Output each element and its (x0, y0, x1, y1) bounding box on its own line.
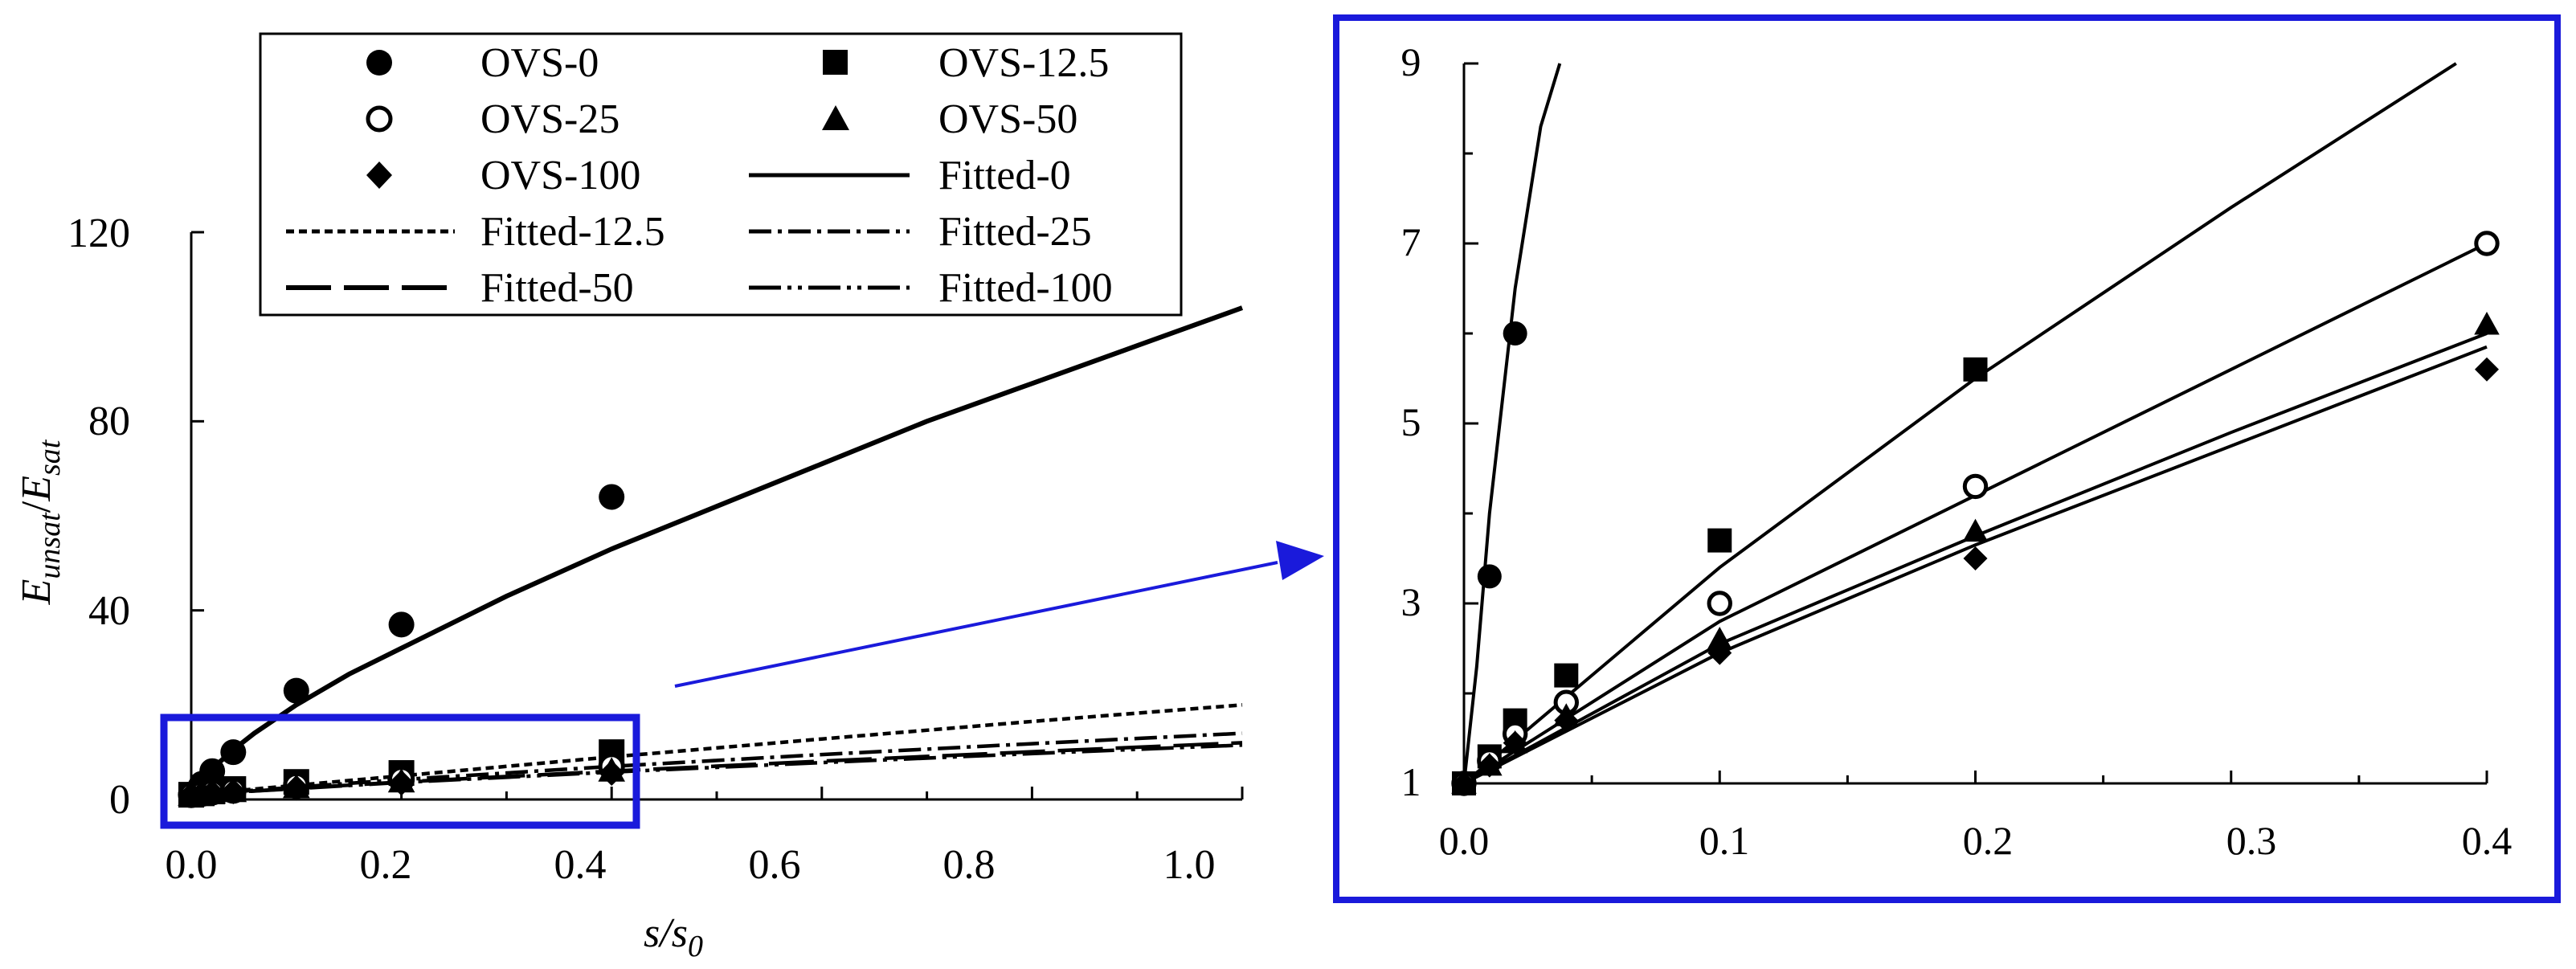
inset-frame (1333, 14, 2561, 903)
legend-item-fitted-100: Fitted-100 (749, 265, 1113, 311)
marker-circle-filled (199, 758, 226, 784)
main-x-tick-label: 0.0 (166, 842, 218, 888)
legend-frame (259, 32, 1183, 317)
main-axes (190, 231, 1244, 801)
fitted-line-fitted-12-5 (190, 703, 1243, 797)
marker-diamond (1477, 753, 1502, 778)
marker-circle-filled (1477, 564, 1502, 589)
legend-label: Fitted-12.5 (480, 209, 665, 255)
legend-label: Fitted-0 (938, 153, 1071, 198)
legend-marker-square (823, 50, 848, 75)
legend-item-fitted-0: Fitted-0 (749, 153, 1071, 198)
legend-item-fitted-12-5: Fitted-12.5 (286, 209, 665, 255)
marker-circle-filled (220, 739, 247, 766)
main-x-tick-label: 0.2 (360, 842, 412, 888)
legend-item-ovs-50: OVS-50 (822, 96, 1077, 142)
marker-circle-filled (1503, 321, 1527, 345)
legend-label: OVS-0 (480, 40, 599, 86)
legend-item-fitted-50: Fitted-50 (286, 265, 634, 311)
legend-marker-diamond (366, 162, 392, 189)
marker-diamond (1963, 546, 1988, 570)
marker-diamond (1503, 730, 1527, 755)
zoom-arrow (674, 541, 1324, 688)
marker-circle-open (1962, 473, 1989, 500)
legend-label: OVS-100 (480, 153, 640, 198)
inset-y-tick-label: 7 (1401, 219, 1421, 264)
main-data-layer (178, 305, 1244, 808)
legend-item-fitted-25: Fitted-25 (749, 209, 1092, 255)
marker-circle-open (2474, 231, 2500, 256)
marker-diamond (2475, 357, 2499, 382)
marker-diamond (220, 778, 247, 804)
marker-triangle (1707, 627, 1732, 650)
main-x-tick-labels: 0.0 0.2 0.4 0.6 0.8 1.0 (166, 842, 1216, 888)
legend-marker-triangle (822, 105, 849, 130)
inset-y-tick-labels: 1 3 5 7 9 (1401, 39, 1421, 804)
marker-diamond (599, 760, 625, 787)
legend-label: Fitted-100 (938, 265, 1113, 311)
legend-item-ovs-100: OVS-100 (366, 153, 640, 198)
legend-item-ovs-25: OVS-25 (366, 96, 619, 142)
inset-x-tick-label: 0.4 (2462, 818, 2513, 863)
inset-x-tick-label: 0.0 (1439, 818, 1490, 863)
main-y-tick-label: 0 (109, 777, 130, 823)
legend-marker-circle-filled (366, 50, 392, 76)
inset-x-tick-label: 0.2 (1963, 818, 2014, 863)
inset-axes (1462, 62, 2488, 785)
legend-label: Fitted-25 (938, 209, 1092, 255)
marker-diamond (1707, 640, 1732, 665)
inset-y-tick-label: 1 (1401, 759, 1421, 804)
inset-x-tick-label: 0.1 (1699, 818, 1750, 863)
main-x-tick-label: 0.4 (554, 842, 607, 888)
legend-label: OVS-25 (480, 96, 619, 142)
marker-diamond (388, 770, 415, 796)
main-x-tick-label: 0.6 (749, 842, 801, 888)
inset-fitted-line-fitted-100 (1463, 345, 2488, 785)
marker-circle-filled (599, 484, 625, 510)
marker-triangle (1962, 518, 1989, 542)
main-y-tick-labels: 0 40 80 120 (67, 211, 130, 823)
zoom-highlight-box (160, 713, 640, 829)
legend: OVS-0 OVS-12.5 OVS-25 OVS-50 OVS-100 Fit… (259, 32, 1183, 317)
inset-x-tick-labels: 0.0 0.1 0.2 0.3 0.4 (1439, 818, 2513, 863)
zoom-arrow-head (1276, 541, 1324, 580)
fitted-line-fitted-100 (190, 743, 1243, 797)
marker-diamond (1554, 708, 1579, 733)
marker-diamond (283, 775, 309, 801)
marker-square (1707, 528, 1732, 553)
legend-item-ovs-12-5: OVS-12.5 (823, 40, 1109, 86)
inset-y-tick-label: 5 (1401, 399, 1421, 444)
legend-label: Fitted-50 (480, 265, 634, 311)
legend-label: OVS-12.5 (938, 40, 1109, 86)
marker-circle-filled (388, 611, 415, 638)
inset-chart: 0.0 0.1 0.2 0.3 0.4 1 3 5 7 9 (1333, 14, 2561, 903)
main-y-tick-label: 40 (88, 588, 130, 634)
main-x-tick-label: 0.8 (943, 842, 996, 888)
marker-square (1554, 663, 1579, 688)
marker-circle-open (1707, 591, 1732, 616)
inset-y-tick-label: 9 (1401, 39, 1421, 84)
main-x-tick-label: 1.0 (1163, 842, 1216, 888)
inset-x-tick-label: 0.3 (2226, 818, 2277, 863)
marker-circle-filled (283, 677, 309, 704)
fitted-line-fitted-0 (189, 305, 1244, 797)
main-y-tick-label: 80 (88, 399, 130, 444)
inset-y-tick-label: 3 (1401, 579, 1421, 624)
inset-fitted-line-fitted-0 (1462, 63, 1562, 784)
marker-square (1963, 357, 1988, 382)
legend-label: OVS-50 (938, 96, 1077, 142)
legend-marker-circle-open (366, 105, 393, 133)
marker-triangle (2474, 312, 2500, 335)
main-y-axis-label: Eunsat/Esat (14, 439, 67, 605)
main-y-tick-label: 120 (67, 211, 130, 256)
legend-item-ovs-0: OVS-0 (366, 40, 599, 86)
zoom-arrow-shaft (674, 561, 1278, 688)
main-chart: 0.0 0.2 0.4 0.6 0.8 1.0 0 40 80 120 s/s0… (14, 32, 1244, 963)
fitted-line-fitted-25 (190, 731, 1243, 797)
main-x-axis-label: s/s0 (644, 910, 703, 963)
